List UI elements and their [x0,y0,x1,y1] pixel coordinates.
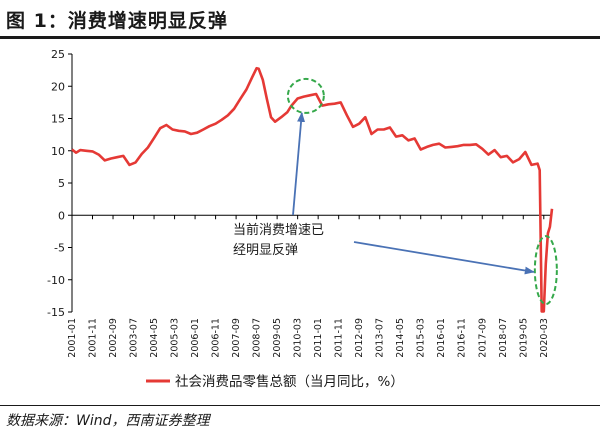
x-tick-label: 2015-03 [416,318,427,358]
y-axis: 25 20 15 10 5 0 -5 -10 -15 [47,48,72,319]
chart-title: 图 1：消费增速明显反弹 [6,10,228,32]
series-line [71,66,554,313]
highlight-circle-2010 [286,77,325,114]
y-tick-label: 0 [58,209,65,222]
annotation-arrow-right [353,241,535,275]
x-tick-label: 2018-07 [498,318,509,358]
line-chart: 25 20 15 10 5 0 -5 -10 -15 2001-01 2001-11 2002-09… [47,48,558,390]
y-tick-label: -15 [47,306,65,319]
x-tick-label: 2004-05 [149,318,160,358]
y-tick-label: -5 [54,242,65,255]
legend: 社会消费品零售总额（当月同比，%） [146,374,404,390]
x-tick-label: 2020-03 [539,318,550,358]
x-tick-label: 2005-03 [170,318,181,358]
annotation-arrow-up [292,111,306,216]
y-tick-label: 20 [51,80,65,93]
x-axis: 2001-01 2001-11 2002-09 2003-07 2004-05 2005-… [67,215,550,358]
x-tick-label: 2011-11 [334,318,345,358]
x-tick-label: 2012-09 [354,318,365,358]
x-tick-label: 2007-09 [231,318,242,358]
x-tick-label: 2006-11 [211,318,222,358]
x-tick-label: 2016-01 [436,318,447,358]
x-tick-label: 2008-07 [252,318,263,358]
highlight-circle-2020 [533,235,558,306]
x-tick-label: 2014-05 [395,318,406,358]
x-tick-label: 2006-01 [190,318,201,358]
annotation-line-1: 当前消费增速已 [233,222,324,238]
y-tick-label: 10 [51,145,65,158]
x-tick-label: 2017-09 [477,318,488,358]
y-tick-label: 5 [58,177,65,190]
annotation-line-2: 经明显反弹 [233,243,298,258]
title-bar: 图 1：消费增速明显反弹 [0,0,600,39]
x-tick-label: 2011-01 [313,318,324,358]
source-note: 数据来源：Wind，西南证券整理 [6,413,210,429]
x-tick-label: 2002-09 [108,318,119,358]
x-tick-label: 2019-05 [518,318,529,358]
y-tick-label: -10 [47,274,65,287]
x-tick-label: 2010-03 [293,318,304,358]
title-divider [0,36,600,39]
y-tick-label: 25 [51,48,65,61]
annotation-label: 当前消费增速已 经明显反弹 [233,222,324,258]
x-tick-label: 2009-05 [272,318,283,358]
x-tick-label: 2013-07 [375,318,386,358]
x-tick-label: 2003-07 [129,318,140,358]
x-tick-label: 2001-01 [67,318,78,358]
x-tick-label: 2016-11 [457,318,468,358]
y-tick-label: 15 [51,113,65,126]
legend-label: 社会消费品零售总额（当月同比，%） [175,374,404,390]
x-tick-label: 2001-11 [88,318,99,358]
source-divider [0,405,600,406]
